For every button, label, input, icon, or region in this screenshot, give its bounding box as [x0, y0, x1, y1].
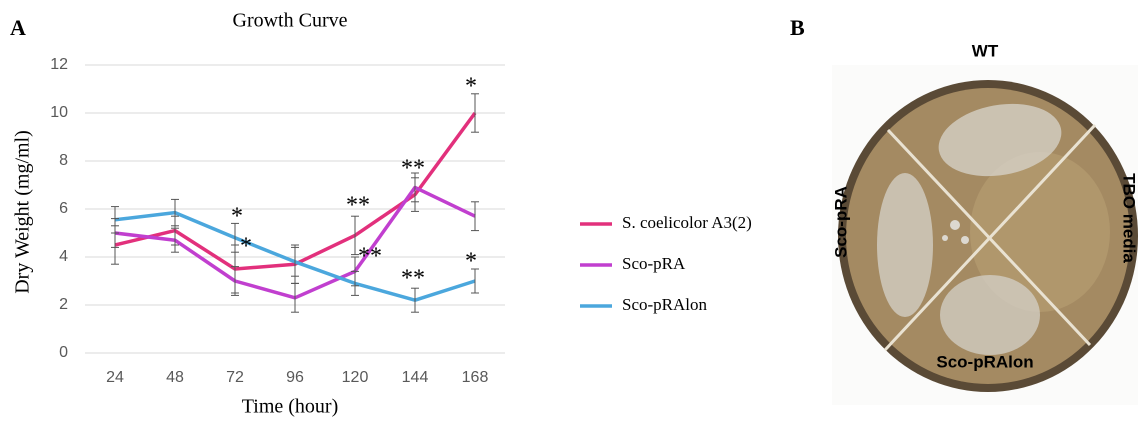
- panel-label: A: [10, 15, 26, 40]
- significance-mark: **: [401, 156, 425, 182]
- significance-mark: *: [240, 234, 252, 260]
- significance-mark: *: [465, 74, 477, 100]
- legend-label: Sco-pRAlon: [622, 295, 708, 314]
- y-tick-label: 12: [50, 56, 68, 73]
- significance-mark: **: [401, 266, 425, 292]
- y-tick-label: 10: [50, 104, 68, 121]
- x-tick-label: 168: [462, 369, 489, 386]
- y-tick-label: 6: [59, 200, 68, 217]
- colony: [950, 220, 960, 230]
- x-tick-label: 96: [286, 369, 304, 386]
- x-tick-label: 48: [166, 369, 184, 386]
- y-tick-label: 4: [59, 248, 68, 265]
- colony: [942, 235, 948, 241]
- significance-mark: **: [358, 244, 382, 270]
- x-tick-label: 120: [342, 369, 369, 386]
- y-tick-label: 0: [59, 344, 68, 361]
- x-tick-label: 144: [402, 369, 429, 386]
- plate-label: Sco-pRAlon: [936, 352, 1033, 371]
- colonies: [877, 173, 933, 317]
- x-tick-label: 24: [106, 369, 124, 386]
- y-axis-label: Dry Weight (mg/ml): [12, 130, 34, 294]
- figure: A Growth Curve Dry Weight (mg/ml) Time (…: [0, 0, 1142, 421]
- significance-mark: **: [346, 193, 370, 219]
- colonies: [940, 275, 1040, 355]
- y-tick-label: 8: [59, 152, 68, 169]
- legend-label: Sco-pRA: [622, 254, 686, 273]
- chart-title: Growth Curve: [233, 10, 348, 32]
- colony: [961, 236, 969, 244]
- legend-label: S. coelicolor A3(2): [622, 213, 752, 232]
- x-axis-label: Time (hour): [242, 396, 338, 418]
- plate-label: Sco-pRA: [831, 186, 850, 258]
- significance-mark: *: [465, 249, 477, 275]
- plate-label: WT: [972, 41, 999, 60]
- x-tick-label: 72: [226, 369, 244, 386]
- plate-label: TBO media: [1120, 173, 1139, 263]
- panel-label: B: [790, 15, 805, 40]
- y-tick-label: 2: [59, 296, 68, 313]
- significance-mark: *: [231, 204, 243, 230]
